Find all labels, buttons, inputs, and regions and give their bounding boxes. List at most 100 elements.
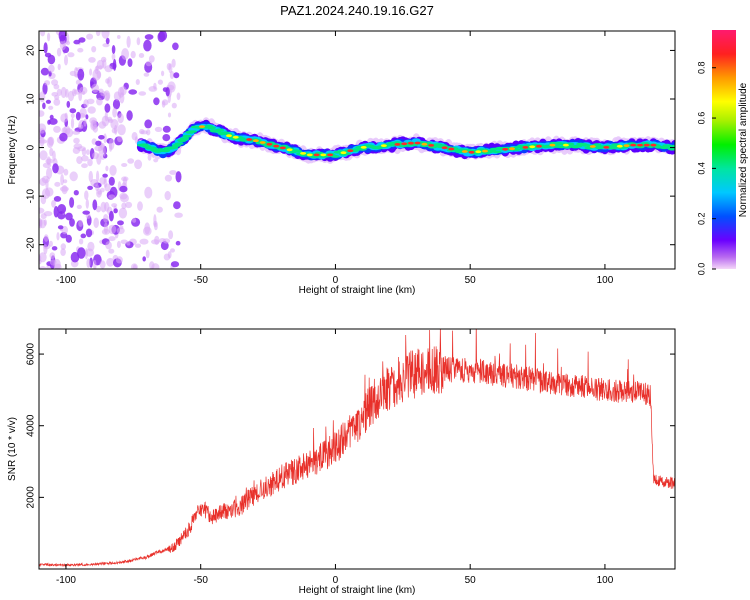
spectrogram-noise-blob xyxy=(70,251,80,263)
spectrogram-noise-blob xyxy=(86,258,91,269)
snr-series xyxy=(39,329,675,568)
spectrogram-noise-blob xyxy=(130,50,136,59)
spectrogram-noise-blob xyxy=(76,156,83,165)
spectrogram-noise-blob xyxy=(91,46,97,53)
spectrogram-noise-blob xyxy=(157,31,166,43)
spectrogram-noise-blob xyxy=(117,124,126,136)
spectrogram-noise-blob xyxy=(73,190,79,196)
spectrogram-noise-blob xyxy=(81,155,89,162)
spectrogram-noise-blob xyxy=(173,201,181,210)
spectrogram-noise-blob xyxy=(73,39,81,45)
spectrogram-noise-blob xyxy=(142,256,146,262)
spectrogram-noise-blob xyxy=(39,207,45,214)
spectrogram-noise-blob xyxy=(41,175,50,184)
spectrogram-noise-blob xyxy=(52,163,59,174)
spectrogram-noise-blob xyxy=(69,108,77,114)
spectrogram-noise-blob xyxy=(96,71,102,79)
spectrogram-noise-blob xyxy=(57,204,67,214)
spectrogram-peak xyxy=(226,134,232,138)
spectrogram-noise-blob xyxy=(70,117,75,129)
spectrogram-noise-blob xyxy=(105,37,110,45)
spectrogram-peak xyxy=(637,143,643,147)
spectrogram-noise-blob xyxy=(80,233,87,239)
spectrogram-peak xyxy=(414,141,421,145)
snr-panel: -100 -50 0 50 100 2000 4000 6000 Height of str… xyxy=(7,328,676,596)
spectrogram-noise-blob xyxy=(51,246,58,251)
spectrogram-noise-blob xyxy=(112,58,117,71)
spectrogram-noise-blob xyxy=(108,194,116,199)
colorbar-tick-label: 0.6 xyxy=(696,112,706,125)
spectrogram-peak xyxy=(259,141,266,144)
spectrogram-noise-blob xyxy=(81,148,87,156)
spectrogram-peak xyxy=(306,153,313,157)
spectrogram-noise-blob xyxy=(143,72,150,77)
spectrogram-noise-blob xyxy=(49,252,56,260)
spectrogram-noise-blob xyxy=(165,87,170,97)
spectrogram-peak xyxy=(407,141,414,145)
spectrogram-noise-blob xyxy=(84,248,88,260)
spectrogram-peak xyxy=(482,149,488,153)
spectrogram-noise-blob xyxy=(88,57,96,63)
spectrogram-noise-blob xyxy=(44,52,52,58)
spectrogram-cell xyxy=(293,149,303,153)
spectrogram-noise-blob xyxy=(162,238,171,244)
spectrogram-peak xyxy=(562,143,569,147)
spectrogram-peak xyxy=(502,147,509,151)
spectrogram-noise-blob xyxy=(125,201,133,209)
spectrogram-noise-blob xyxy=(120,194,129,203)
spectrogram-noise-blob xyxy=(161,99,169,106)
spectrogram-noise-blob xyxy=(136,37,141,46)
spectrogram-noise-blob xyxy=(162,125,171,133)
spectrogram-peak xyxy=(347,149,354,153)
colorbar: 0.0 0.2 0.4 0.6 0.8 Normalized spectral ampl… xyxy=(696,30,749,275)
x-tick-label: -100 xyxy=(56,575,76,586)
spectrogram-noise-blob xyxy=(157,79,163,85)
spectrogram-peak xyxy=(589,145,596,148)
spectrogram-peak xyxy=(616,144,623,148)
spectrogram-noise-blob xyxy=(87,185,93,190)
spectrogram-noise-blob xyxy=(42,102,46,110)
spectrogram-noise-blob xyxy=(101,115,110,127)
spectrogram-noise-blob xyxy=(95,140,102,146)
spectrogram-noise-blob xyxy=(99,177,107,185)
spectrogram-noise-blob xyxy=(78,91,83,101)
spectrogram-noise-blob xyxy=(117,135,123,143)
spectrogram-noise-blob xyxy=(53,98,61,106)
colorbar-ticks: 0.0 0.2 0.4 0.6 0.8 xyxy=(696,61,716,275)
spectrogram-noise-blob xyxy=(169,170,177,175)
spectrogram-noise-blob xyxy=(56,88,62,96)
colorbar-tick-label: 0.4 xyxy=(696,162,706,175)
spectrogram-noise-blob xyxy=(151,263,160,269)
spectrogram-peak xyxy=(441,146,448,150)
spectrogram-noise-blob xyxy=(135,79,140,85)
spectrogram-noise-blob xyxy=(163,253,171,261)
colorbar-tick-label: 0.2 xyxy=(696,212,706,225)
spectrogram-noise-blob xyxy=(100,187,105,193)
y-tick-label: -20 xyxy=(26,237,37,252)
spectrogram-peak xyxy=(320,153,327,157)
x-tick-label: 0 xyxy=(333,575,339,586)
spectrogram-noise-blob xyxy=(168,230,174,240)
spectrogram-noise-blob xyxy=(113,208,118,214)
spectrogram-noise-blob xyxy=(105,78,110,84)
spectrogram-noise-blob xyxy=(96,153,102,165)
x-tick-label: 0 xyxy=(333,275,339,286)
spectrogram-peak xyxy=(549,143,556,147)
spectrogram-noise-blob xyxy=(59,132,68,142)
spectrogram-noise-blob xyxy=(154,126,163,132)
spectrogram-noise-blob xyxy=(116,227,125,235)
spectrogram-noise-blob xyxy=(60,86,67,99)
snr-x-label: Height of straight line (km) xyxy=(299,585,416,596)
spectrogram-noise-blob xyxy=(121,163,128,167)
spectrogram-noise-blob xyxy=(39,259,42,265)
spectrogram-noise-blob xyxy=(91,120,98,130)
spectrogram-noise-blob xyxy=(144,34,154,40)
x-tick-label: -50 xyxy=(193,575,208,586)
spectrogram-noise-blob xyxy=(67,52,75,58)
spectrogram-noise-blob xyxy=(167,112,172,118)
spectrogram-noise-blob xyxy=(118,207,128,219)
spectrogram-noise-blob xyxy=(83,99,89,108)
spectrogram-peak xyxy=(273,144,280,148)
spectrogram-noise-blob xyxy=(56,232,60,241)
